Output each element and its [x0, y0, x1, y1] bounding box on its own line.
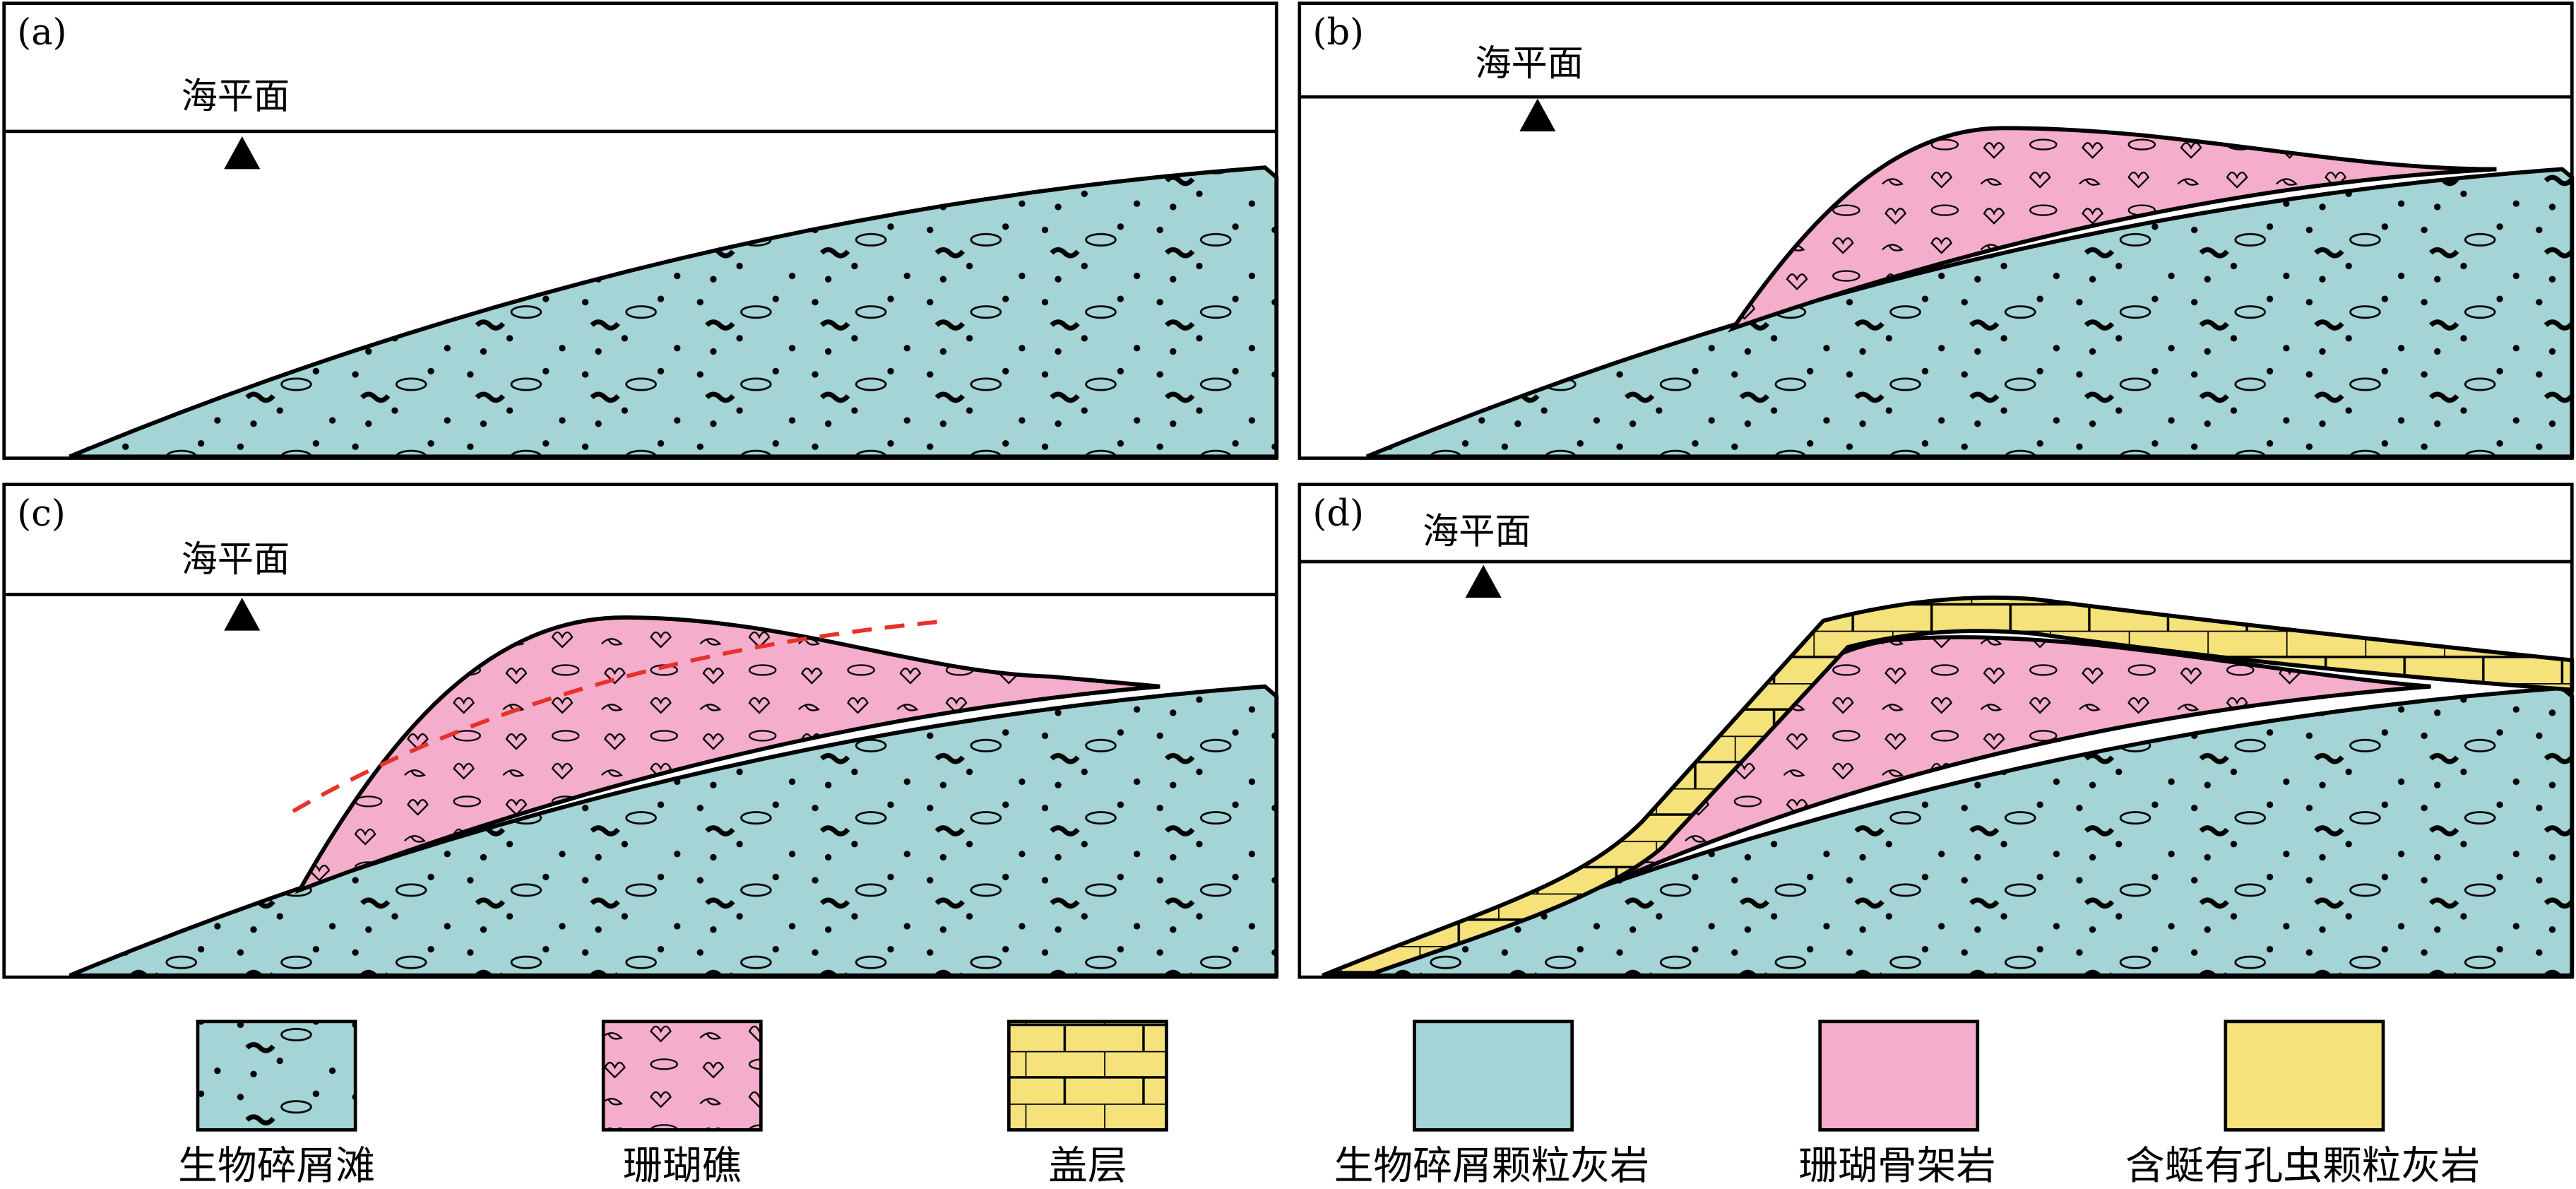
coral-reef [1728, 126, 2497, 333]
legend-swatch [1818, 1019, 1980, 1132]
sea-level-marker [224, 598, 261, 631]
dashed-line [292, 618, 950, 813]
sea-level-label: 海平面 [182, 76, 290, 117]
cap-layer [1322, 596, 2575, 978]
panel-label: (d) [1312, 493, 1364, 535]
legend-swatch [196, 1019, 357, 1132]
bioclastic-shoal [1365, 167, 2575, 459]
legend-swatch [2224, 1019, 2385, 1132]
legend-label: 盖层 [1048, 1143, 1127, 1189]
sea-level-label: 海平面 [182, 539, 290, 581]
panel-c: (c) 海平面 [2, 483, 1279, 979]
bioclastic-shoal [69, 165, 1279, 459]
sea-level-marker [224, 136, 261, 170]
legend-swatch [1413, 1019, 1574, 1132]
panel-label: (a) [17, 12, 66, 54]
legend-swatch [1007, 1019, 1168, 1132]
legend-label: 珊瑚礁 [623, 1143, 741, 1189]
coral-reef [295, 615, 1161, 894]
panel-b: (b) 海平面 [1298, 1, 2575, 460]
panel-d: (d) 海平面 [1298, 483, 2575, 979]
legend: 生物碎屑滩 珊瑚礁 盖层 生物碎屑颗粒灰岩 珊瑚骨架岩 含蜓有孔虫颗粒灰岩 [178, 1019, 2480, 1189]
legend-label: 生物碎屑颗粒灰岩 [1334, 1143, 1649, 1189]
legend-label: 生物碎屑滩 [178, 1143, 375, 1189]
legend-label: 珊瑚骨架岩 [1798, 1143, 1995, 1189]
sea-level-marker [1465, 564, 1502, 598]
legend-swatch [601, 1019, 763, 1132]
panel-label: (c) [17, 493, 66, 535]
sea-level-marker [1519, 98, 1556, 131]
sea-level-label: 海平面 [1423, 511, 1531, 552]
sea-level-label: 海平面 [1476, 43, 1584, 85]
panel-label: (b) [1312, 12, 1364, 54]
panel-a: (a) 海平面 [2, 1, 1279, 460]
bioclastic-shoal [69, 684, 1279, 978]
legend-label: 含蜓有孔虫颗粒灰岩 [2125, 1143, 2480, 1189]
